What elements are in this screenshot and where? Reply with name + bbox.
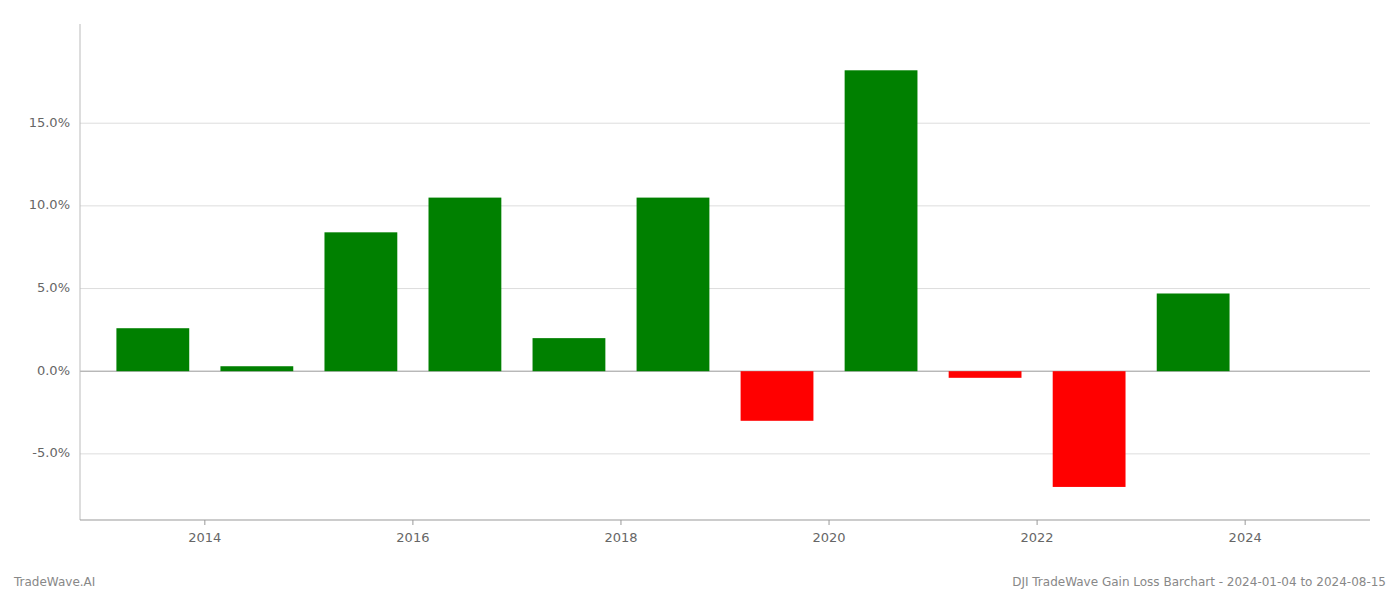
x-tick: [204, 520, 205, 525]
bar: [741, 371, 814, 421]
footer-left: TradeWave.AI: [13, 575, 95, 589]
y-tick-label: 0.0%: [37, 363, 70, 378]
x-tick-label: 2020: [812, 530, 845, 545]
x-axis-line: [80, 520, 1370, 521]
bar: [220, 366, 293, 371]
grid-line: [80, 453, 1370, 454]
chart-container: -5.0%0.0%5.0%10.0%15.0%20142016201820202…: [0, 0, 1400, 600]
y-tick-label: 10.0%: [29, 197, 70, 212]
footer-right: DJI TradeWave Gain Loss Barchart - 2024-…: [1012, 575, 1386, 589]
bar: [637, 198, 710, 372]
grid-line: [80, 205, 1370, 206]
bar: [949, 371, 1022, 378]
x-tick-label: 2022: [1021, 530, 1054, 545]
y-tick-label: 5.0%: [37, 280, 70, 295]
x-tick: [620, 520, 621, 525]
bar: [1053, 371, 1126, 487]
x-tick: [1037, 520, 1038, 525]
y-grid: [80, 123, 1370, 454]
chart-svg: -5.0%0.0%5.0%10.0%15.0%20142016201820202…: [0, 0, 1400, 600]
bar: [533, 338, 606, 371]
y-tick-label: -5.0%: [32, 445, 70, 460]
x-tick: [1245, 520, 1246, 525]
x-tick-label: 2014: [188, 530, 221, 545]
bar: [324, 232, 397, 371]
x-tick: [412, 520, 413, 525]
x-ticks: 2014 2016 2018 2020 2022 2024: [188, 520, 1261, 545]
bar: [429, 198, 502, 372]
x-tick-label: 2018: [604, 530, 637, 545]
y-tick-label: 15.0%: [29, 115, 70, 130]
bar: [116, 328, 189, 371]
grid-line: [80, 288, 1370, 289]
bar: [1157, 293, 1230, 371]
bar: [845, 70, 918, 371]
x-tick: [829, 520, 830, 525]
grid-line: [80, 123, 1370, 124]
x-tick-label: 2024: [1229, 530, 1262, 545]
y-axis-line: [80, 24, 81, 520]
x-tick-label: 2016: [396, 530, 429, 545]
y-tick-labels: -5.0% 0.0% 5.0% 10.0% 15.0%: [29, 115, 70, 461]
bars: [116, 70, 1229, 487]
